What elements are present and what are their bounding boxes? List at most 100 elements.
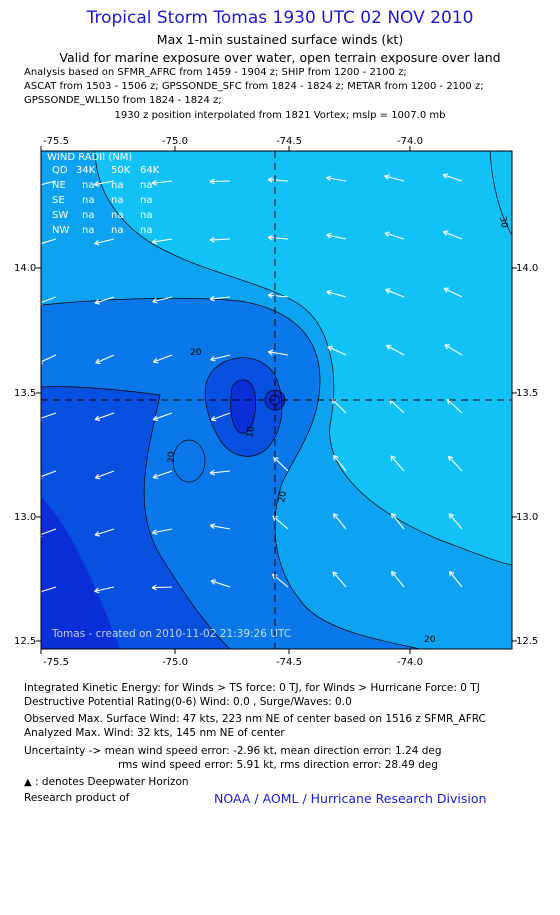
- storm-center-crosshair: [41, 151, 512, 649]
- creation-credit: Tomas - created on 2010-11-02 21:39:26 U…: [51, 628, 291, 640]
- ike-summary: Integrated Kinetic Energy: for Winds > T…: [24, 682, 480, 694]
- wind-vector: [209, 295, 231, 302]
- wind-vector: [332, 512, 347, 530]
- wind-vector: [151, 584, 173, 591]
- wind-vector: [152, 412, 173, 422]
- analyzed-max-wind: Analyzed Max. Wind: 32 kts, 145 nm NE of…: [24, 727, 285, 739]
- center-position-note: 1930 z position interpolated from 1821 V…: [114, 110, 446, 121]
- deepwater-horizon-icon: ▲: [24, 777, 32, 788]
- wind-radii-header: QD: [52, 165, 68, 176]
- wind-radii-value: na: [82, 195, 94, 206]
- wind-radii-value: na: [82, 225, 94, 236]
- wind-vector: [325, 175, 347, 182]
- wind-radii-title: WIND RADII (NM): [47, 152, 132, 163]
- wind-vector: [41, 180, 57, 188]
- wind-vector: [209, 469, 231, 476]
- longitude-labels: -75.5 -75.0 -74.5 -74.0 -75.5 -75.0 -74.…: [43, 136, 423, 668]
- wind-vector: [332, 571, 347, 588]
- plot-frame: [40, 150, 513, 650]
- analysis-line-1: Analysis based on SFMR_AFRC from 1459 - …: [24, 67, 407, 78]
- wind-vector: [267, 292, 289, 299]
- wind-radii-value: na: [140, 210, 152, 221]
- wind-contour-field: [41, 151, 512, 649]
- lon-tick-label: -74.5: [276, 136, 302, 147]
- wind-vector: [448, 570, 463, 588]
- lat-tick-label: 14.0: [14, 263, 36, 274]
- lat-tick-label: 13.0: [14, 512, 36, 523]
- wind-vector: [152, 470, 173, 479]
- wind-vector: [152, 354, 173, 364]
- wind-vector: [95, 354, 115, 364]
- wind-radii-row: SE na na na: [52, 195, 152, 206]
- wind-radii-quadrant: NE: [52, 180, 66, 191]
- wind-vector: [94, 528, 115, 537]
- wind-vector: [210, 579, 231, 588]
- contour-label: 20: [424, 635, 436, 645]
- wind-radii-table: WIND RADII (NM) QD 34K 50K 64K NE na na …: [47, 152, 160, 236]
- map-subtitle: Max 1-min sustained surface winds (kt): [156, 32, 404, 47]
- wind-vector: [210, 354, 231, 362]
- research-product-label: Research product of: [24, 792, 130, 804]
- lon-tick-label: -74.5: [276, 657, 302, 668]
- wind-vector: [209, 178, 231, 185]
- wind-vector: [273, 456, 289, 472]
- wind-vector: [267, 234, 289, 241]
- noaa-aoml-hrd-credit: NOAA / AOML / Hurricane Research Divisio…: [214, 791, 487, 806]
- wind-vector: [209, 523, 231, 530]
- wind-radii-value: na: [140, 180, 152, 191]
- wind-vector: [41, 586, 57, 595]
- analysis-line-2: ASCAT from 1503 - 1506 z; GPSSONDE_SFC f…: [24, 81, 484, 92]
- wind-radii-value: na: [111, 180, 123, 191]
- wind-band-core-southwest: [41, 497, 120, 649]
- validity-note: Valid for marine exposure over water, op…: [59, 50, 501, 65]
- wind-vector: [444, 344, 463, 356]
- observed-max-wind: Observed Max. Surface Wind: 47 kts, 223 …: [24, 713, 486, 725]
- wind-vector: [327, 345, 347, 356]
- wind-vector: [94, 470, 115, 480]
- uncertainty-mean: Uncertainty -> mean wind speed error: -2…: [24, 745, 442, 757]
- wind-vector: [447, 455, 463, 472]
- contour-label: 20: [167, 451, 177, 463]
- wind-vector: [384, 231, 405, 240]
- wind-vector: [442, 230, 463, 240]
- wind-vector: [391, 570, 405, 588]
- contour-label-group: 20 10 20 20 30 20: [167, 216, 509, 645]
- destructive-potential-rating: Destructive Potential Rating(0-6) Wind: …: [24, 696, 352, 708]
- lon-tick-label: -75.5: [43, 657, 69, 668]
- wind-radii-value: na: [111, 210, 123, 221]
- legend-text: : denotes Deepwater Horizon: [35, 776, 189, 788]
- wind-vector: [384, 174, 405, 182]
- wind-band-30-plus: [95, 151, 512, 565]
- wind-radii-value: na: [82, 180, 94, 191]
- latitude-labels: 14.0 13.5 13.0 12.5 14.0 13.5 13.0 12.5: [14, 263, 538, 647]
- wind-vector: [442, 173, 463, 182]
- wind-vector: [443, 287, 463, 298]
- lon-tick-label: -75.0: [162, 657, 188, 668]
- wind-radii-quadrant: SW: [52, 210, 68, 221]
- contour-label: 10: [245, 425, 257, 438]
- wind-vector: [386, 344, 405, 356]
- wind-radii-value: na: [111, 225, 123, 236]
- wind-radii-header: 50K: [111, 165, 131, 176]
- lat-tick-label: 14.0: [516, 263, 538, 274]
- wind-vector: [93, 180, 115, 187]
- lat-tick-label: 13.5: [516, 388, 538, 399]
- wind-radii-header: 34K: [76, 165, 96, 176]
- lon-tick-label: -74.0: [397, 657, 423, 668]
- contour-label: 20: [277, 490, 289, 503]
- wind-vector: [151, 238, 173, 245]
- axis-ticks: [36, 146, 517, 654]
- wind-band-small-max: [173, 440, 205, 482]
- wind-vector: [209, 236, 231, 243]
- wind-band-inner: [230, 379, 256, 434]
- map-title: Tropical Storm Tomas 1930 UTC 02 NOV 201…: [86, 8, 474, 28]
- wind-vector: [152, 296, 173, 304]
- wind-vector: [41, 354, 57, 365]
- contour-label: 20: [190, 348, 202, 358]
- wind-vector: [332, 454, 347, 472]
- wind-vector: [326, 232, 347, 240]
- wind-radii-value: na: [82, 210, 94, 221]
- wind-radii-value: na: [140, 225, 152, 236]
- wind-radii-header: 64K: [140, 165, 160, 176]
- lat-tick-label: 12.5: [14, 636, 36, 647]
